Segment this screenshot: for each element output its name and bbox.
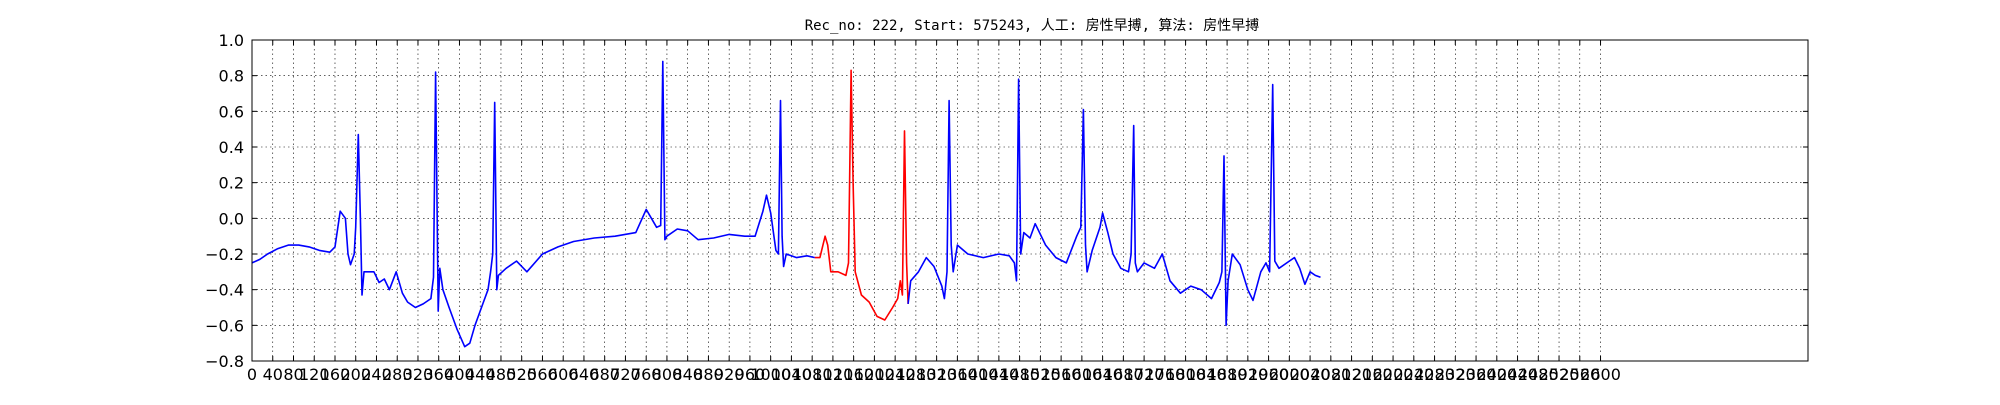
x-tick-label: 2520 <box>1539 365 1580 384</box>
x-tick-label: 1480 <box>999 365 1040 384</box>
x-tick-label: 2280 <box>1414 365 1455 384</box>
ecg-series-line-1 <box>251 60 815 348</box>
x-tick-label: 2000 <box>1269 365 1310 384</box>
x-tick-label: 1200 <box>854 365 895 384</box>
x-tick-label: 360 <box>423 365 454 384</box>
x-tick-label: 600 <box>548 365 579 384</box>
x-tick-label: 2360 <box>1456 365 1497 384</box>
y-tick-label: 0.8 <box>219 67 244 86</box>
y-tick-label: 0.2 <box>219 174 244 193</box>
x-tick-label: 2560 <box>1559 365 1600 384</box>
x-tick-label: 2600 <box>1580 365 1621 384</box>
chart-title: Rec_no: 222, Start: 575243, 人工: 房性早搏, 算法… <box>805 17 1260 34</box>
x-tick-label: 1560 <box>1041 365 1082 384</box>
x-tick-label: 160 <box>320 365 351 384</box>
plot-frame <box>251 39 1809 362</box>
x-tick-label: 1800 <box>1165 365 1206 384</box>
x-tick-label: 1160 <box>833 365 874 384</box>
x-tick-label: 2040 <box>1290 365 1331 384</box>
x-tick-label: 1040 <box>771 365 812 384</box>
y-tick-label: −0.4 <box>205 281 244 300</box>
x-tick-label: 200 <box>340 365 371 384</box>
y-tick-label: 0.4 <box>219 138 244 157</box>
x-tick-label: 1960 <box>1248 365 1289 384</box>
x-tick-label: 560 <box>527 365 558 384</box>
x-axis-ticks: 0 40 8012016020024028032036040044048052056… <box>247 40 1621 384</box>
x-tick-label: 1120 <box>813 365 854 384</box>
x-tick-label: 80 <box>283 365 303 384</box>
x-tick-label: 1680 <box>1103 365 1144 384</box>
x-tick-label: 1600 <box>1062 365 1103 384</box>
x-tick-label: 920 <box>714 365 745 384</box>
x-tick-label: 760 <box>631 365 662 384</box>
y-tick-label: 1.0 <box>219 31 244 50</box>
x-tick-label: 1520 <box>1020 365 1061 384</box>
y-tick-label: 0.6 <box>219 102 244 121</box>
grid-lines <box>251 39 1808 362</box>
x-tick-label: 40 <box>263 365 283 384</box>
x-tick-label: 1720 <box>1124 365 1165 384</box>
x-tick-label: 640 <box>569 365 600 384</box>
y-tick-label: −0.6 <box>205 316 244 335</box>
x-tick-label: 1080 <box>792 365 833 384</box>
x-tick-label: 1840 <box>1186 365 1227 384</box>
x-tick-label: 480 <box>486 365 517 384</box>
x-tick-label: 1320 <box>916 365 957 384</box>
y-axis-ticks: 1.0 0.8 0.6 0.4 0.2 0.0 −0.2 −0.4 −0.6 −0.8 <box>205 31 1808 371</box>
x-tick-label: 2400 <box>1476 365 1517 384</box>
x-tick-label: 1000 <box>750 365 791 384</box>
x-tick-label: 1880 <box>1207 365 1248 384</box>
series-lines <box>251 60 1321 348</box>
x-tick-label: 1760 <box>1144 365 1185 384</box>
x-tick-label: 320 <box>403 365 434 384</box>
y-tick-label: 0.0 <box>219 209 244 228</box>
x-tick-label: 680 <box>589 365 620 384</box>
x-tick-label: 840 <box>672 365 703 384</box>
x-tick-label: 2200 <box>1373 365 1414 384</box>
x-tick-label: 1440 <box>979 365 1020 384</box>
x-tick-label: 2080 <box>1310 365 1351 384</box>
x-tick-label: 1640 <box>1082 365 1123 384</box>
x-tick-label: 440 <box>465 365 496 384</box>
x-tick-label: 960 <box>735 365 766 384</box>
x-tick-label: 2120 <box>1331 365 1372 384</box>
ecg-series-line-3 <box>907 78 1321 327</box>
x-tick-label: 720 <box>610 365 641 384</box>
x-tick-label: 2240 <box>1393 365 1434 384</box>
x-tick-label: 2440 <box>1497 365 1538 384</box>
y-tick-label: −0.8 <box>205 352 244 371</box>
x-tick-label: 1240 <box>875 365 916 384</box>
x-tick-label: 2320 <box>1435 365 1476 384</box>
x-tick-label: 400 <box>444 365 475 384</box>
x-tick-label: 880 <box>693 365 724 384</box>
x-tick-label: 280 <box>382 365 413 384</box>
x-tick-label: 0 <box>247 365 257 384</box>
x-tick-label: 2160 <box>1352 365 1393 384</box>
x-tick-label: 2480 <box>1518 365 1559 384</box>
x-tick-label: 1280 <box>896 365 937 384</box>
x-tick-label: 1400 <box>958 365 999 384</box>
x-tick-label: 800 <box>652 365 683 384</box>
x-tick-label: 120 <box>299 365 330 384</box>
y-tick-label: −0.2 <box>205 245 244 264</box>
x-tick-label: 520 <box>506 365 537 384</box>
x-tick-label: 240 <box>361 365 392 384</box>
x-tick-label: 1920 <box>1227 365 1268 384</box>
ecg-series-line-2 <box>814 69 909 321</box>
x-tick-label: 1360 <box>937 365 978 384</box>
